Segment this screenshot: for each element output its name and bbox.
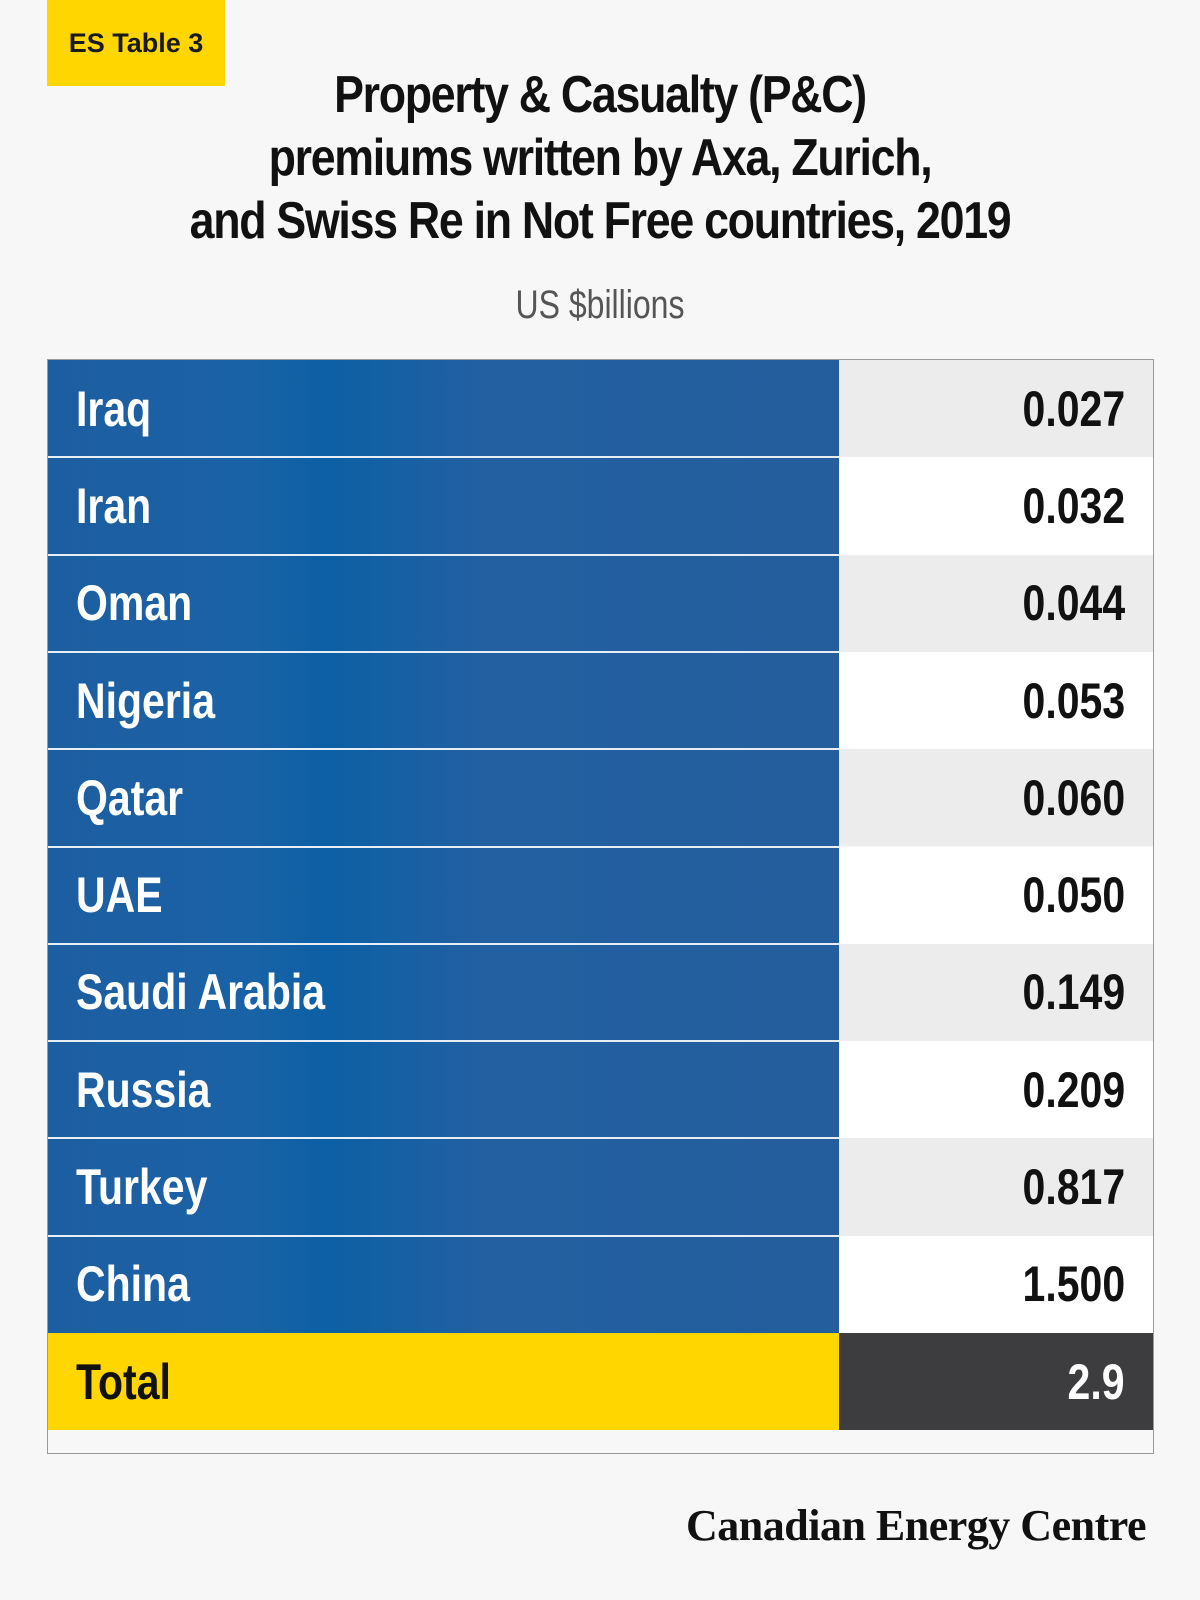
country-cell: China [48,1235,839,1333]
premium-value: 0.053 [1022,672,1125,729]
value-cell: 0.032 [839,457,1153,555]
value-cell: 0.209 [839,1041,1153,1139]
total-row: Total 2.9 [48,1333,1153,1431]
country-label: Qatar [76,769,184,826]
country-label: Oman [76,575,193,632]
total-value: 2.9 [1067,1353,1125,1410]
chart-title-line-1: Property & Casualty (P&C) [334,66,867,124]
country-cell: UAE [48,846,839,944]
country-cell: Qatar [48,749,839,847]
country-label: Russia [76,1061,211,1118]
table-row: Iraq 0.027 [48,360,1153,458]
value-cell: 0.044 [839,554,1153,652]
chart-title: Property & Casualty (P&C) premiums writt… [84,64,1116,253]
premium-value: 0.209 [1022,1061,1125,1118]
premium-value: 0.044 [1022,575,1125,632]
country-label: Nigeria [76,672,216,729]
table-row: Russia 0.209 [48,1041,1153,1139]
country-cell: Iraq [48,360,839,458]
country-label: Turkey [76,1159,208,1216]
country-label: UAE [76,867,163,924]
row-separator [48,553,840,556]
row-separator [48,1040,840,1043]
country-cell: Iran [48,457,839,555]
total-label-cell: Total [48,1333,839,1431]
row-separator [48,1137,840,1140]
value-cell: 0.053 [839,651,1153,750]
country-label: Iran [76,477,152,534]
footer-logo-text: Canadian Energy Centre [686,1501,1146,1550]
value-cell: 0.817 [839,1138,1153,1236]
value-cell: 0.027 [839,360,1153,458]
table-row: China 1.500 [48,1235,1153,1333]
premium-value: 0.817 [1022,1159,1125,1216]
premium-value: 0.060 [1022,769,1125,826]
country-cell: Saudi Arabia [48,943,839,1042]
row-separator [48,845,840,848]
value-cell: 0.060 [839,749,1153,847]
table-row: Saudi Arabia 0.149 [48,943,1153,1042]
table-row: Nigeria 0.053 [48,651,1153,750]
total-value-cell: 2.9 [839,1333,1153,1431]
country-cell: Russia [48,1041,839,1139]
country-label: China [76,1256,190,1313]
row-separator [48,748,840,751]
row-separator [48,650,840,653]
table-row: Iran 0.032 [48,457,1153,555]
chart-subtitle: US $billions [515,283,685,327]
table-tag: ES Table 3 [47,0,225,86]
table-row: Turkey 0.817 [48,1138,1153,1236]
country-label: Saudi Arabia [76,964,326,1021]
premium-value: 0.050 [1022,867,1125,924]
value-cell: 0.149 [839,943,1153,1042]
table-tag-text: ES Table 3 [68,27,204,58]
chart-title-line-2: premiums written by Axa, Zurich, [268,129,933,187]
data-table: Iraq 0.027 Iran 0.032 Oman 0.044 Nigeria 0.053 Q… [47,359,1154,1454]
country-label: Iraq [76,380,152,437]
table-row: Oman 0.044 [48,554,1153,652]
country-cell: Turkey [48,1138,839,1236]
total-label: Total [76,1353,171,1410]
table-row: Qatar 0.060 [48,749,1153,847]
chart-title-line-3: and Swiss Re in Not Free countries, 2019 [189,192,1012,250]
premium-value: 0.032 [1022,477,1125,534]
row-separator [48,1234,840,1237]
value-cell: 1.500 [839,1235,1153,1333]
premium-value: 1.500 [1022,1256,1125,1313]
premium-value: 0.027 [1022,380,1125,437]
row-separator [48,456,840,459]
row-separator [48,942,840,945]
value-cell: 0.050 [839,846,1153,944]
country-cell: Nigeria [48,651,839,750]
table-row: UAE 0.050 [48,846,1153,944]
country-cell: Oman [48,554,839,652]
premium-value: 0.149 [1022,964,1125,1021]
